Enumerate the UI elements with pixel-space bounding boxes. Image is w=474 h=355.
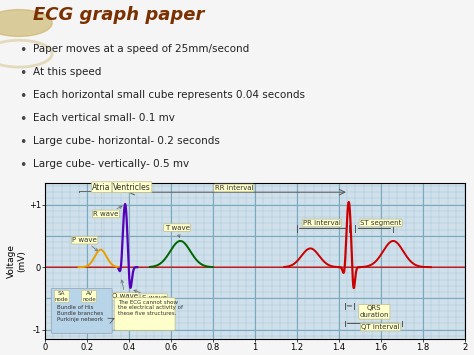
Text: Each horizontal small cube represents 0.04 seconds: Each horizontal small cube represents 0.… xyxy=(33,90,305,100)
Text: ST segment: ST segment xyxy=(360,220,401,226)
Text: AV
node: AV node xyxy=(82,291,96,302)
Text: RR interval: RR interval xyxy=(215,185,253,191)
Text: PR interval: PR interval xyxy=(303,220,341,226)
Text: ECG graph paper: ECG graph paper xyxy=(33,6,205,24)
Text: •: • xyxy=(19,113,27,126)
Text: At this speed: At this speed xyxy=(33,67,101,77)
FancyBboxPatch shape xyxy=(114,298,175,330)
Text: Large cube- horizontal- 0.2 seconds: Large cube- horizontal- 0.2 seconds xyxy=(33,136,220,146)
Text: Atria: Atria xyxy=(92,183,111,192)
Text: The ECG cannot show
the electrical activity of
these five structures.: The ECG cannot show the electrical activ… xyxy=(118,300,183,316)
Text: R wave: R wave xyxy=(93,206,122,217)
Text: Large cube- vertically- 0.5 mv: Large cube- vertically- 0.5 mv xyxy=(33,159,189,169)
Text: •: • xyxy=(19,159,27,172)
Text: Paper moves at a speed of 25mm/second: Paper moves at a speed of 25mm/second xyxy=(33,44,249,54)
Text: •: • xyxy=(19,136,27,149)
Text: Purkinje network: Purkinje network xyxy=(56,317,103,322)
Text: QT interval: QT interval xyxy=(361,324,400,330)
Text: •: • xyxy=(19,44,27,57)
Text: Each vertical small- 0.1 mv: Each vertical small- 0.1 mv xyxy=(33,113,175,123)
Y-axis label: Voltage
(mV): Voltage (mV) xyxy=(7,244,26,278)
Text: Q wave: Q wave xyxy=(112,280,138,299)
Text: •: • xyxy=(19,67,27,80)
Text: Bundle branches: Bundle branches xyxy=(56,311,103,316)
Text: Ventricles: Ventricles xyxy=(113,183,151,192)
Circle shape xyxy=(0,10,52,37)
Text: •: • xyxy=(19,90,27,103)
FancyBboxPatch shape xyxy=(51,288,112,333)
Text: P wave: P wave xyxy=(73,237,98,251)
Text: SA
node: SA node xyxy=(55,291,69,302)
Text: QRS
duration: QRS duration xyxy=(360,305,389,318)
Text: Bundle of His: Bundle of His xyxy=(56,305,93,310)
Text: S wave: S wave xyxy=(134,290,166,301)
Text: T wave: T wave xyxy=(164,225,190,237)
